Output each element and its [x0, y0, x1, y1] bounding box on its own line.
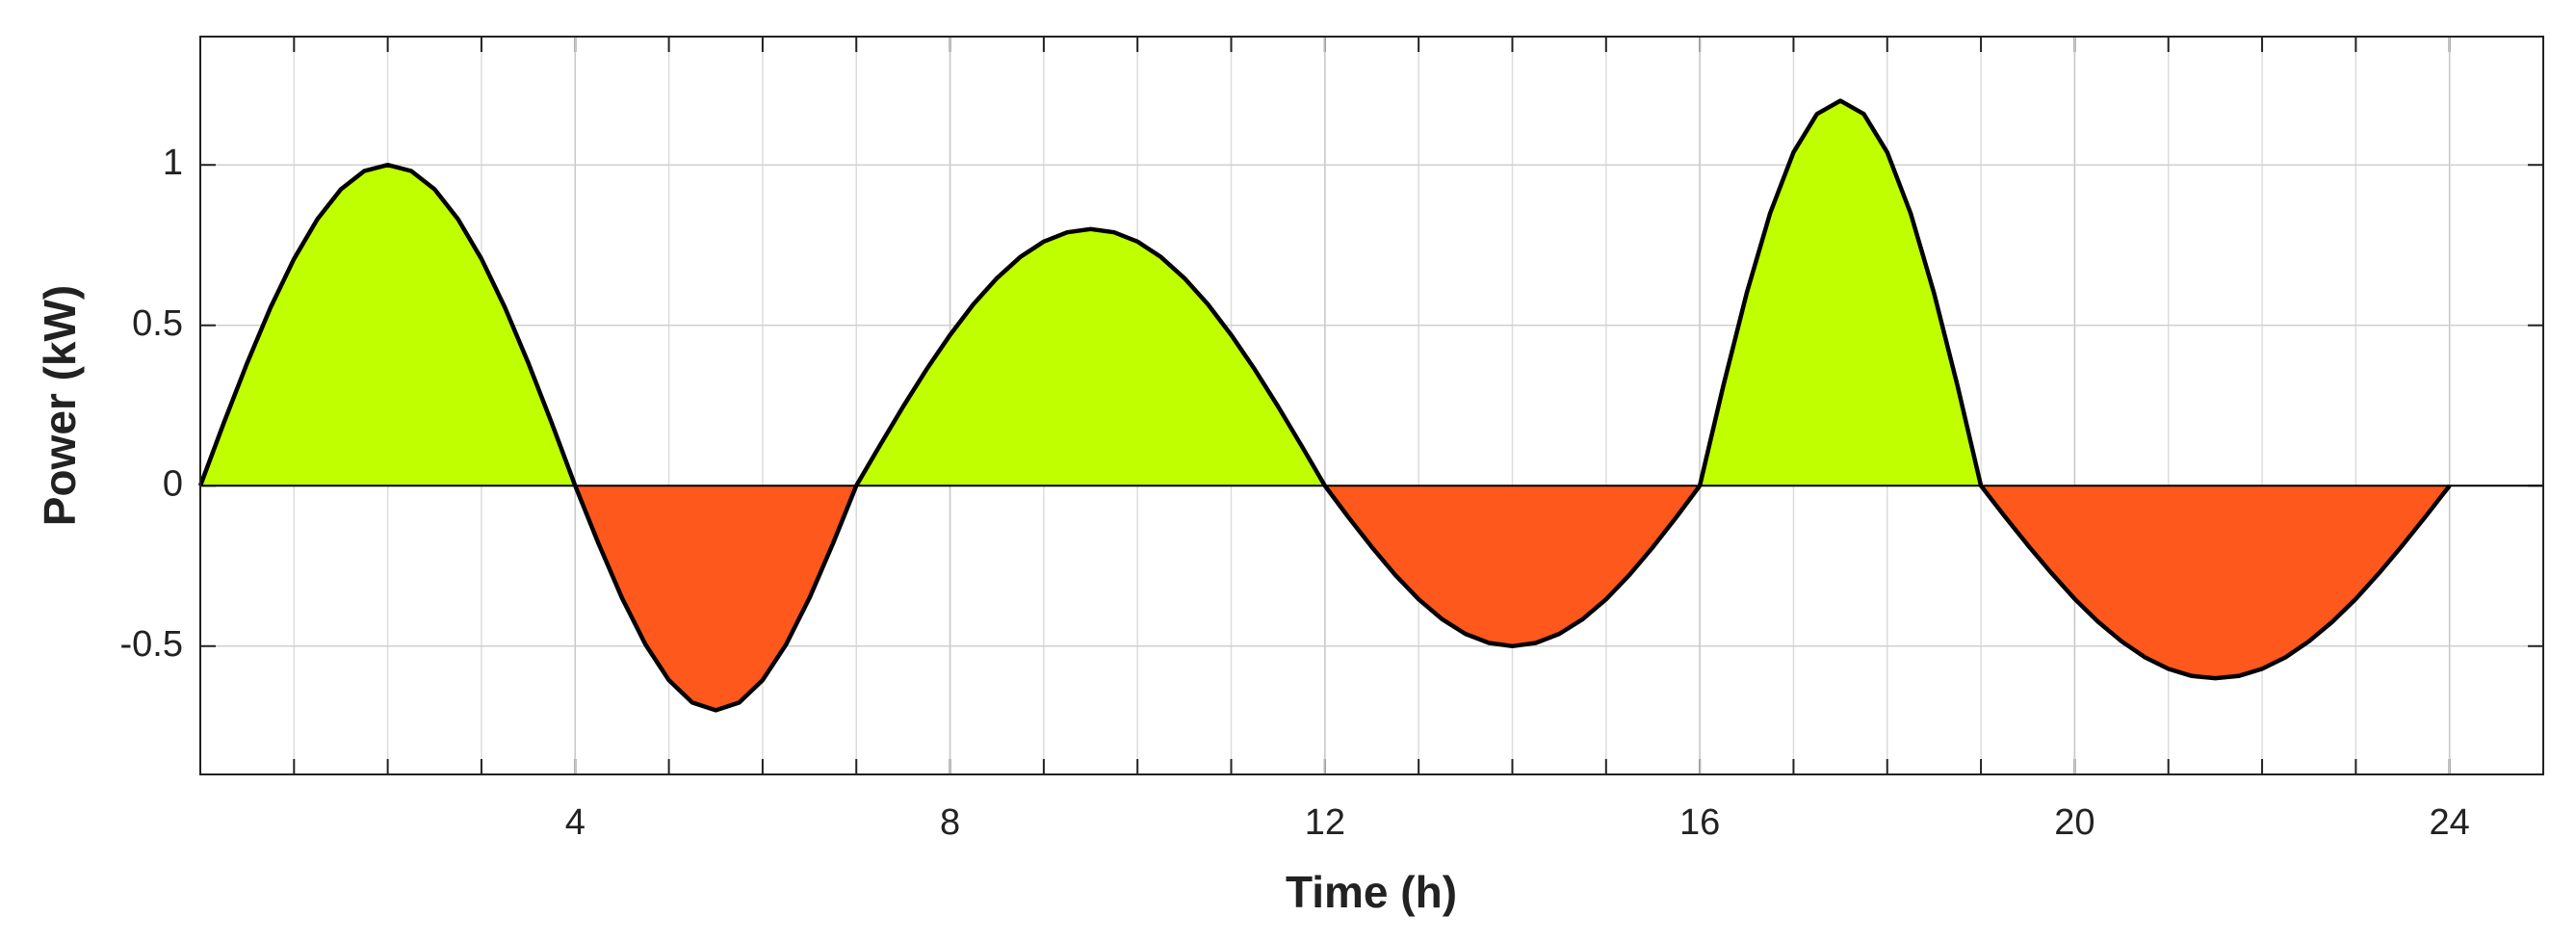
y-tick-label: -0.5: [120, 624, 183, 665]
y-axis-label: Power (kW): [35, 285, 85, 526]
x-tick-label: 12: [1305, 802, 1345, 843]
x-tick-label: 8: [940, 802, 960, 843]
y-tick-label: 0.5: [132, 303, 183, 344]
positive-area: [200, 100, 1982, 486]
plot-frame: [199, 36, 2544, 775]
y-tick-label: 1: [163, 143, 183, 183]
x-tick-label: 4: [565, 802, 585, 843]
x-tick-label: 16: [1679, 802, 1720, 843]
y-tick-label: 0: [163, 463, 183, 504]
negative-area: [200, 485, 2450, 711]
x-tick-label: 24: [2430, 802, 2470, 843]
power-line: [197, 98, 2452, 713]
x-axis-label: Time (h): [1286, 867, 1457, 917]
x-tick-label: 20: [2054, 802, 2095, 843]
